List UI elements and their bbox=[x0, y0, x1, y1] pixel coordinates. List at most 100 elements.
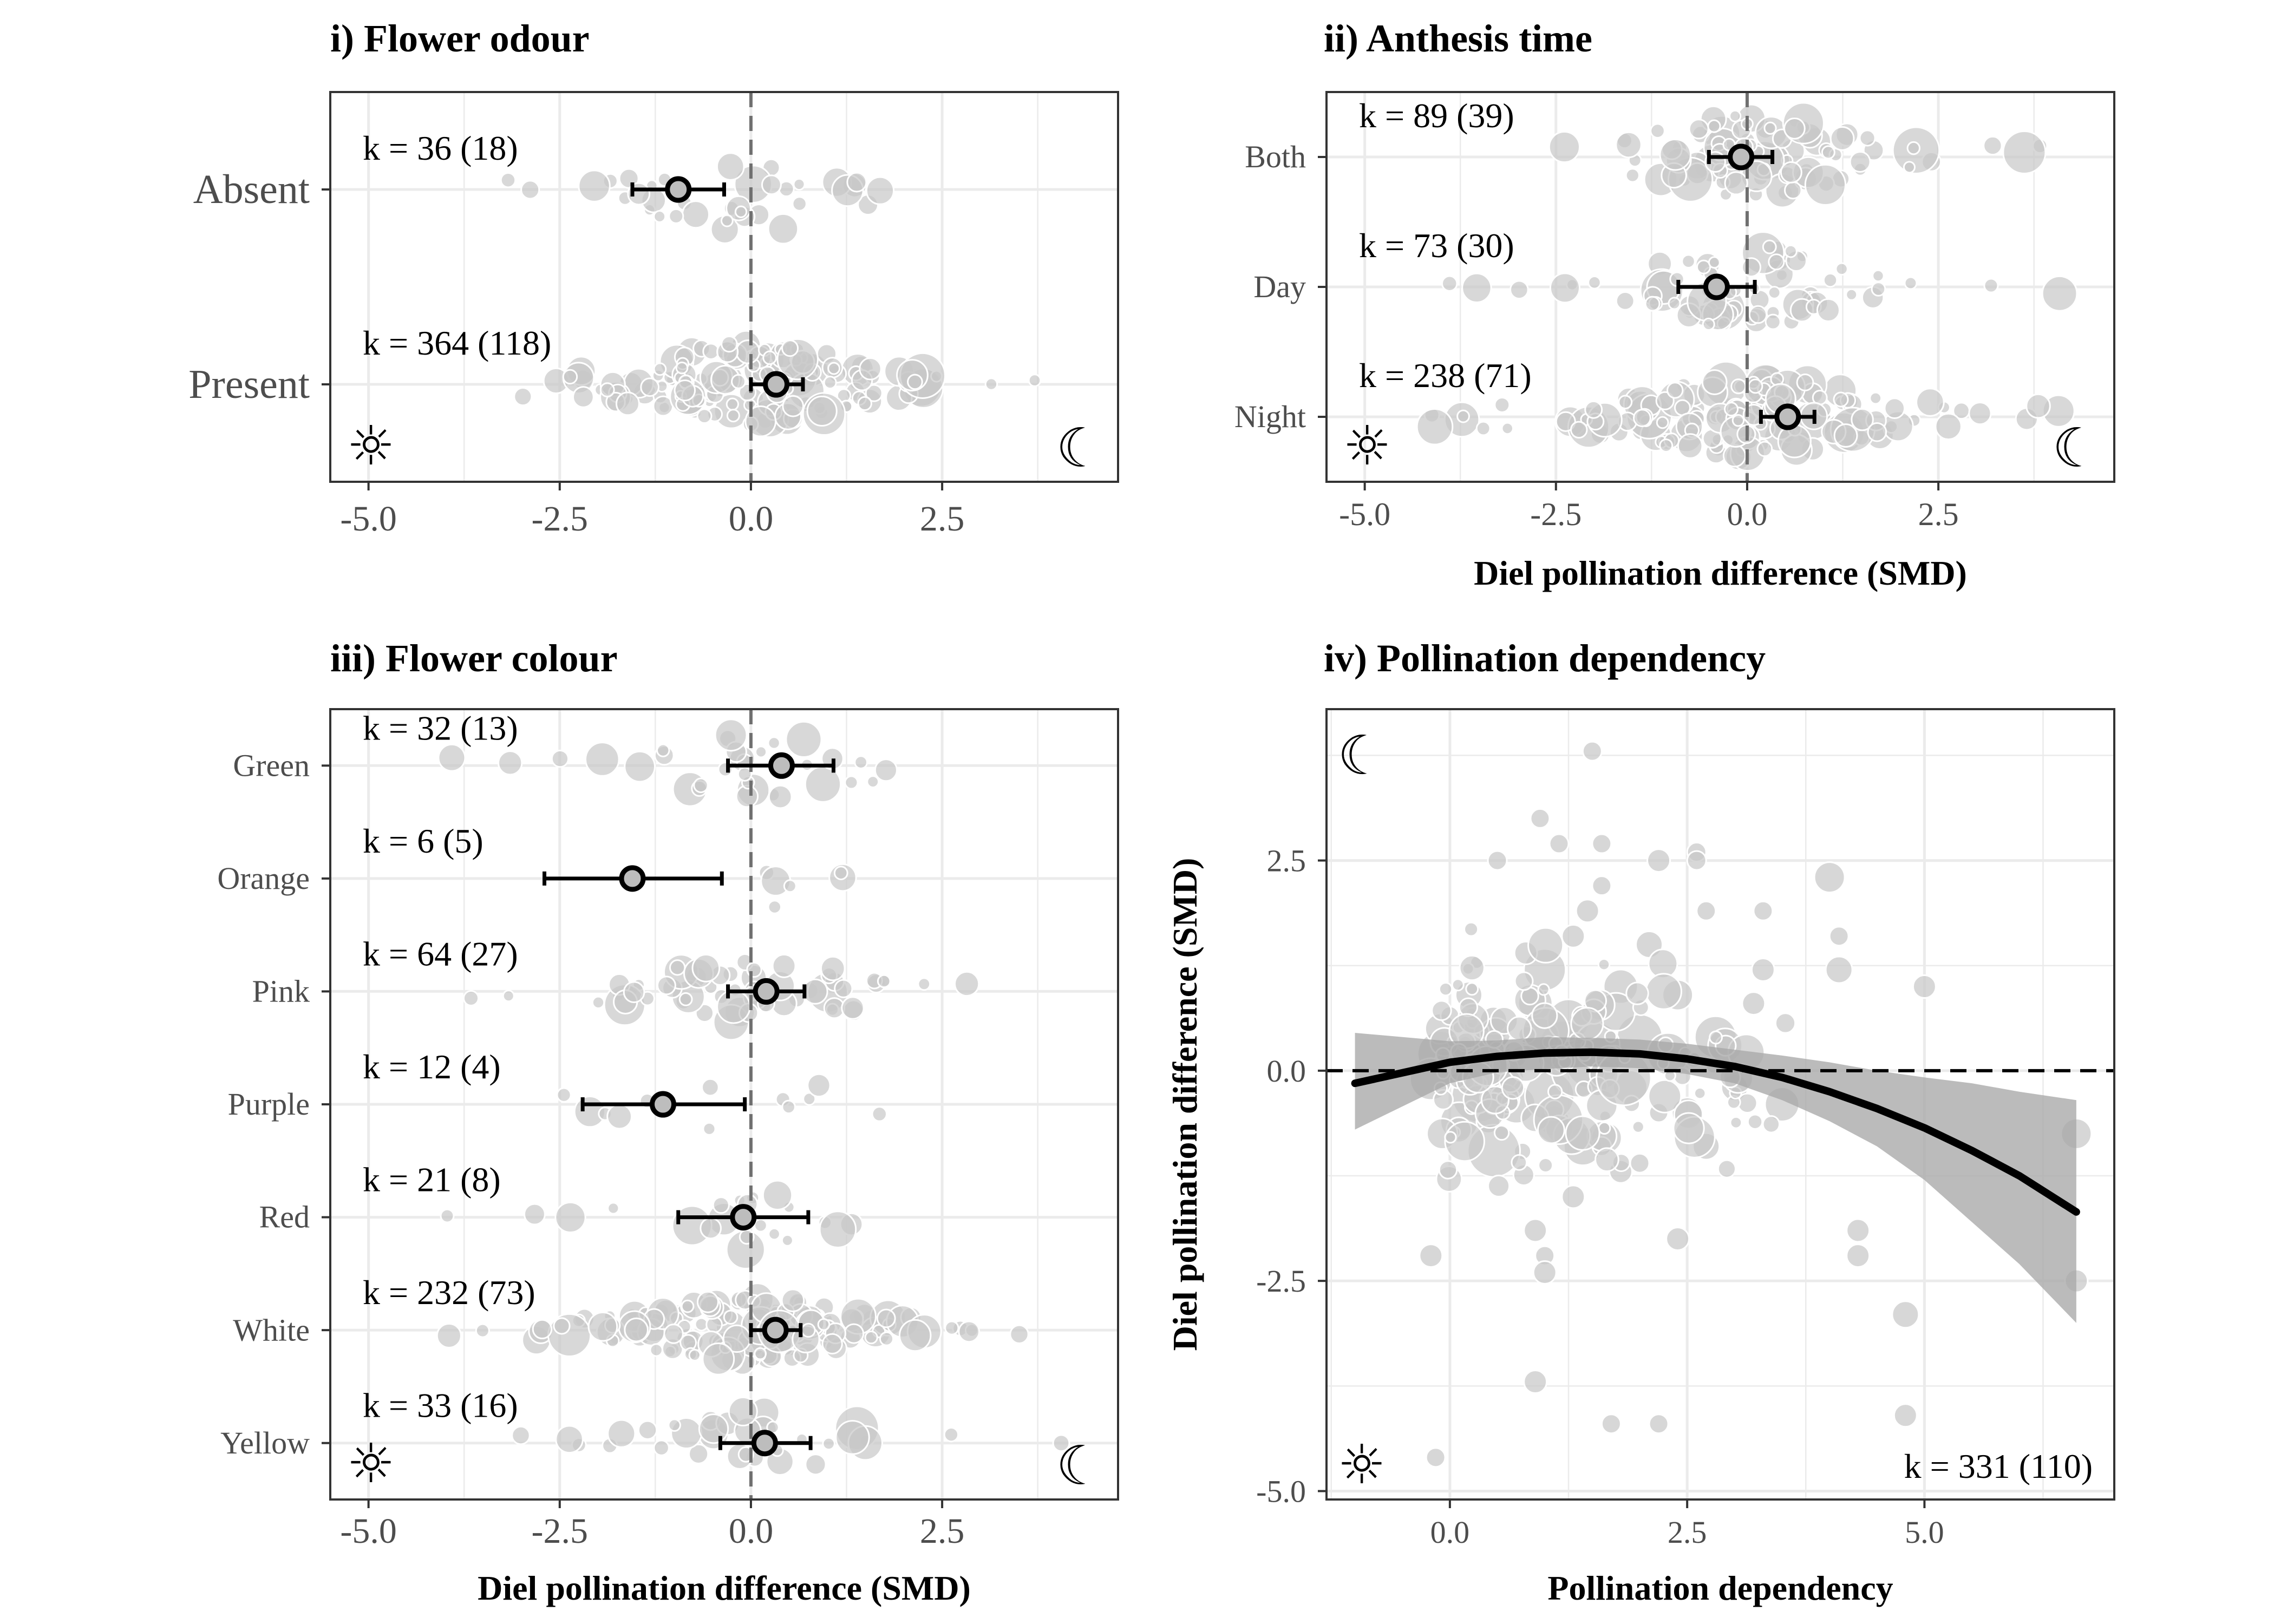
data-point bbox=[462, 990, 480, 1007]
panel-frame bbox=[1325, 708, 2115, 1501]
data-point bbox=[2002, 130, 2047, 175]
data-point bbox=[440, 1208, 455, 1223]
data-point bbox=[1903, 161, 1916, 174]
data-point bbox=[1514, 971, 1534, 991]
data-point bbox=[1729, 1116, 1743, 1129]
x-axis-title: Diel pollination difference (SMD) bbox=[478, 1569, 971, 1607]
data-point bbox=[547, 1313, 592, 1358]
data-point bbox=[656, 975, 676, 996]
category-label: Green bbox=[233, 748, 310, 783]
data-point bbox=[1829, 126, 1855, 151]
data-point bbox=[1431, 1000, 1452, 1021]
data-point bbox=[1523, 1218, 1548, 1243]
data-point bbox=[502, 990, 515, 1003]
data-point bbox=[1696, 900, 1717, 921]
data-point bbox=[854, 755, 868, 770]
data-point bbox=[731, 374, 746, 389]
data-point bbox=[827, 362, 841, 375]
data-point bbox=[696, 408, 713, 424]
x-tick-label: -2.5 bbox=[532, 499, 588, 539]
data-point bbox=[1591, 875, 1612, 896]
data-point bbox=[1456, 409, 1470, 423]
data-point bbox=[1724, 402, 1739, 417]
data-point bbox=[817, 1318, 831, 1331]
data-point bbox=[653, 210, 666, 223]
data-point bbox=[844, 775, 859, 790]
x-tick-label: 0.0 bbox=[729, 499, 774, 539]
data-point bbox=[1912, 974, 1937, 999]
data-point bbox=[1859, 129, 1876, 147]
estimate-point bbox=[751, 1430, 778, 1457]
data-point bbox=[1846, 1218, 1871, 1243]
data-point bbox=[1983, 278, 1999, 293]
data-point bbox=[865, 176, 895, 205]
data-point bbox=[674, 379, 696, 402]
data-point bbox=[1935, 412, 1962, 441]
data-point bbox=[640, 377, 659, 397]
data-point bbox=[1724, 171, 1748, 195]
data-point bbox=[835, 1420, 870, 1455]
data-point bbox=[1709, 1030, 1723, 1045]
data-point bbox=[1510, 280, 1529, 300]
data-point bbox=[783, 879, 797, 893]
data-point bbox=[1451, 978, 1465, 992]
data-point bbox=[681, 200, 710, 229]
data-point bbox=[859, 357, 882, 381]
data-point bbox=[782, 395, 805, 417]
data-point bbox=[802, 978, 828, 1005]
data-point bbox=[1816, 298, 1840, 323]
data-point bbox=[871, 1106, 888, 1122]
category-label: Present bbox=[188, 362, 310, 407]
sun-icon: ☼ bbox=[1337, 1433, 1386, 1496]
data-point bbox=[714, 718, 748, 752]
data-point bbox=[1523, 1370, 1548, 1394]
data-point bbox=[555, 1425, 584, 1454]
data-point bbox=[1527, 927, 1564, 964]
data-point bbox=[556, 1087, 572, 1103]
data-point bbox=[1416, 408, 1454, 446]
data-point bbox=[726, 409, 740, 423]
data-point bbox=[793, 178, 806, 191]
data-point bbox=[754, 1347, 767, 1360]
data-point bbox=[688, 1443, 709, 1465]
data-point bbox=[475, 1323, 490, 1338]
data-point bbox=[1561, 924, 1586, 948]
category-label: Red bbox=[259, 1200, 310, 1235]
data-point bbox=[1531, 1002, 1558, 1029]
data-point bbox=[1597, 958, 1611, 971]
sun-icon: ☼ bbox=[1343, 414, 1391, 477]
data-point bbox=[1871, 281, 1886, 297]
data-point bbox=[1009, 1324, 1029, 1344]
data-point bbox=[820, 955, 846, 981]
panel-frame bbox=[1325, 91, 2115, 483]
data-point bbox=[1441, 275, 1458, 292]
data-point bbox=[944, 1320, 959, 1335]
data-point bbox=[653, 1439, 670, 1456]
data-point bbox=[857, 396, 872, 411]
data-point bbox=[821, 1333, 843, 1355]
estimates bbox=[630, 176, 805, 398]
category-label: Absent bbox=[193, 167, 310, 212]
data-point bbox=[675, 361, 689, 375]
estimate-point bbox=[619, 865, 646, 892]
data-point bbox=[1762, 1115, 1781, 1134]
data-point bbox=[572, 386, 594, 408]
data-point bbox=[785, 721, 822, 758]
data-point bbox=[917, 977, 931, 991]
data-point bbox=[726, 397, 739, 411]
category-label: Both bbox=[1245, 139, 1306, 174]
data-point bbox=[2025, 393, 2051, 419]
data-point bbox=[819, 1210, 857, 1248]
data-point bbox=[1869, 391, 1883, 405]
data-point bbox=[1731, 414, 1745, 427]
data-point bbox=[1631, 1120, 1645, 1134]
panel-title: iii) Flower colour bbox=[330, 637, 618, 680]
estimate-point bbox=[730, 1204, 757, 1231]
data-point bbox=[781, 1234, 794, 1247]
data-point bbox=[656, 743, 670, 757]
data-point bbox=[1916, 388, 1945, 417]
data-point bbox=[562, 369, 578, 385]
y-tick-label: -2.5 bbox=[1256, 1263, 1306, 1299]
data-point bbox=[1444, 1121, 1485, 1162]
data-points bbox=[436, 718, 1070, 1476]
